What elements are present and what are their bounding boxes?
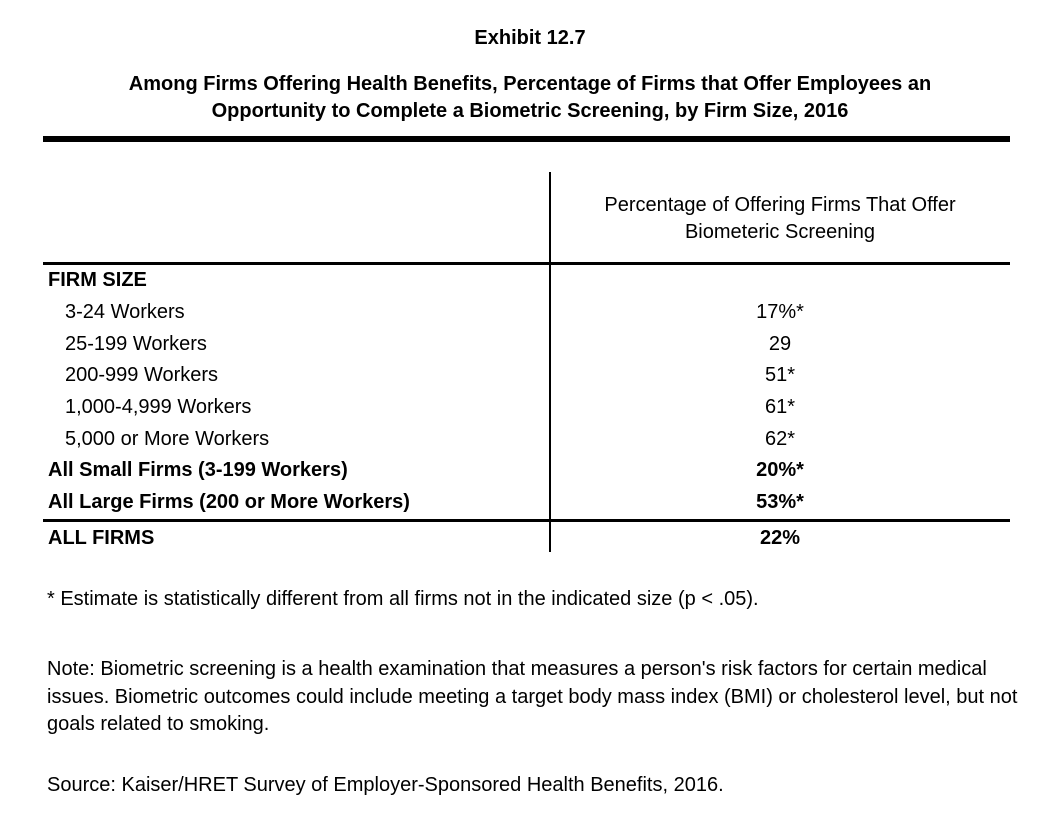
row-label: 5,000 or More Workers (65, 427, 270, 450)
table-row-firm-size-heading: FIRM SIZE (43, 265, 1010, 297)
footnote-source: Source: Kaiser/HRET Survey of Employer-S… (47, 774, 724, 796)
table-row-25-199-workers: 25-199 Workers 29 (43, 328, 1010, 360)
table-row-all-large-firms: All Large Firms (200 or More Workers) 53… (43, 487, 1010, 519)
table-row-all-firms: ALL FIRMS 22% (43, 518, 1010, 555)
footnote-significance: * Estimate is statistically different fr… (47, 588, 759, 610)
row-label: 200-999 Workers (65, 364, 219, 387)
row-value: 62* (764, 427, 796, 450)
table-row-5000-or-more-workers: 5,000 or More Workers 62* (43, 423, 1010, 455)
table-row-200-999-workers: 200-999 Workers 51* (43, 360, 1010, 392)
row-value: 61* (764, 396, 796, 419)
row-value: 29 (768, 332, 792, 355)
row-label: FIRM SIZE (48, 269, 147, 292)
value-column-header: Percentage of Offering Firms That Offer … (550, 192, 1010, 246)
document-title-line1: Among Firms Offering Health Benefits, Pe… (128, 73, 932, 95)
exhibit-number: Exhibit 12.7 (474, 27, 586, 49)
row-value: 22% (759, 526, 801, 549)
row-value: 17%* (756, 301, 804, 324)
firm-size-table: FIRM SIZE 3-24 Workers 17%* 25-199 Worke… (43, 265, 1010, 555)
document-title: Among Firms Offering Health Benefits, Pe… (0, 71, 1060, 125)
header-bottom-rule (43, 262, 1010, 265)
row-value: 51* (764, 364, 796, 387)
table-row-1000-4999-workers: 1,000-4,999 Workers 61* (43, 392, 1010, 424)
row-label: All Small Firms (3-199 Workers) (48, 459, 348, 482)
document-title-line2: Opportunity to Complete a Biometric Scre… (211, 100, 849, 122)
row-label: 3-24 Workers (65, 301, 185, 324)
value-column-header-line2: Biometeric Screening (684, 221, 876, 243)
table-row-3-24-workers: 3-24 Workers 17%* (43, 297, 1010, 329)
table-row-all-small-firms: All Small Firms (3-199 Workers) 20%* (43, 455, 1010, 487)
footnote-note: Note: Biometric screening is a health ex… (47, 658, 1018, 735)
row-value: 53%* (756, 491, 804, 514)
row-value: 20%* (756, 459, 804, 482)
row-label: All Large Firms (200 or More Workers) (48, 491, 410, 514)
column-divider-rule (549, 172, 551, 552)
row-label: ALL FIRMS (48, 526, 155, 549)
value-column-header-line1: Percentage of Offering Firms That Offer (604, 194, 956, 216)
row-label: 25-199 Workers (65, 332, 207, 355)
row-label: 1,000-4,999 Workers (65, 396, 252, 419)
top-rule (43, 136, 1010, 142)
